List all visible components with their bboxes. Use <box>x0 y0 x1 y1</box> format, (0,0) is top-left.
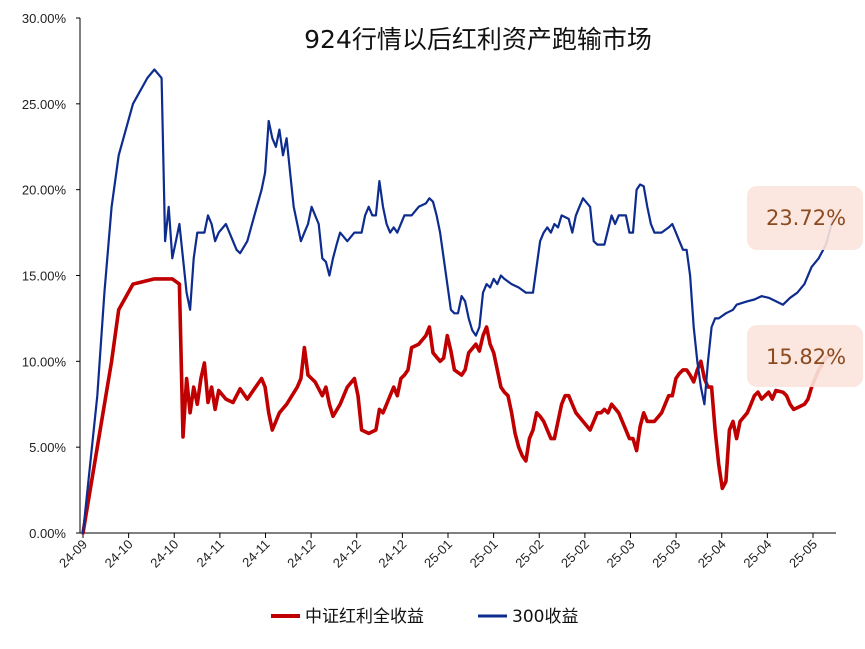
end-label-dividend-box <box>747 325 863 387</box>
y-tick-label: 0.00% <box>29 526 66 541</box>
x-tick-label: 25-04 <box>695 537 729 571</box>
y-tick-label: 20.00% <box>22 183 67 198</box>
x-tick-label: 25-01 <box>421 537 455 571</box>
x-tick-label: 24-11 <box>239 537 272 570</box>
x-tick-label: 24-10 <box>102 537 136 571</box>
series-line-dividend <box>81 277 835 535</box>
y-tick-label: 15.00% <box>22 269 67 284</box>
y-tick-label: 30.00% <box>22 11 67 26</box>
end-label-300: 23.72% <box>766 206 846 230</box>
end-labels: 23.72% 15.82% <box>747 186 863 387</box>
x-tick-label: 25-03 <box>604 537 638 571</box>
y-tick-label: 25.00% <box>22 97 67 112</box>
x-axis: 24-09 24-10 24-10 24-11 24-11 24-12 24-12 24-12… <box>56 532 836 571</box>
y-tick-label: 10.00% <box>22 354 67 369</box>
x-tick-label: 25-02 <box>558 537 592 571</box>
end-label-300-box <box>747 186 863 250</box>
x-tick-label: 25-02 <box>512 537 546 571</box>
legend-label-300: 300收益 <box>512 607 578 627</box>
x-tick-label: 24-11 <box>194 537 227 570</box>
end-label-dividend: 15.82% <box>766 345 846 369</box>
y-tick-label: 5.00% <box>29 440 66 455</box>
legend-label-dividend: 中证红利全收益 <box>305 607 424 627</box>
x-tick-label: 24-12 <box>375 537 409 571</box>
series-group <box>81 68 835 535</box>
chart-title: 924行情以后红利资产跑输市场 <box>304 25 652 54</box>
x-tick-label: 25-01 <box>467 537 501 571</box>
x-tick-label: 25-05 <box>786 537 820 571</box>
x-tick-label: 25-04 <box>740 537 774 571</box>
x-tick-label: 24-12 <box>330 537 364 571</box>
series-line-300 <box>81 68 835 535</box>
x-tick-label: 25-03 <box>649 537 683 571</box>
x-tick-label: 24-09 <box>56 537 90 571</box>
x-tick-label: 24-12 <box>284 537 318 571</box>
legend: 中证红利全收益 300收益 <box>271 607 578 627</box>
x-tick-label: 24-10 <box>147 537 181 571</box>
y-axis: 0.00% 5.00% 10.00% 15.00% 20.00% 25.00% 30.00% <box>22 11 81 541</box>
